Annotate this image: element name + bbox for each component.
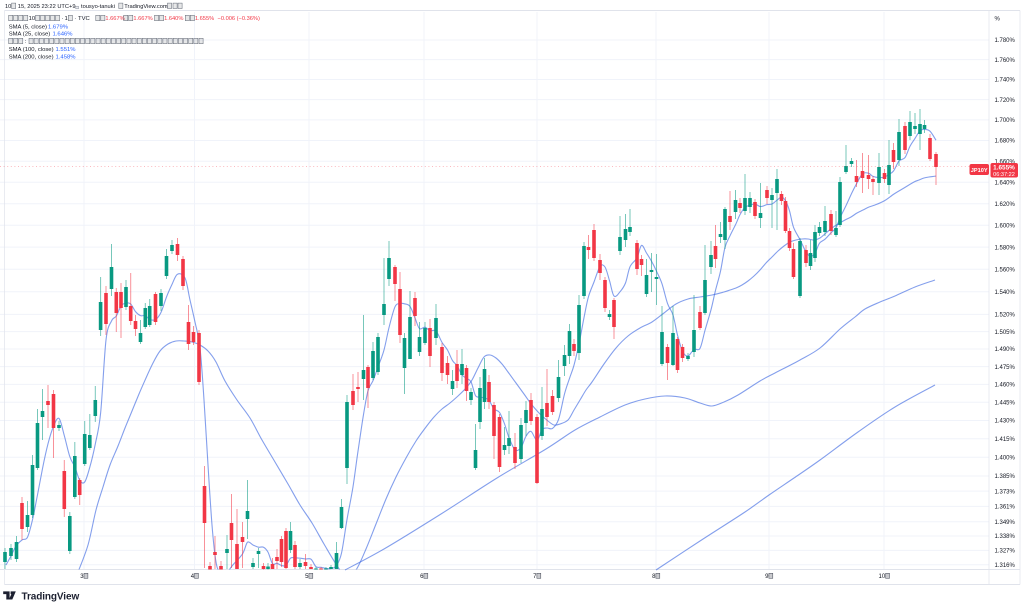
svg-text:1.460%: 1.460% [995,383,1016,389]
svg-text:1.415%: 1.415% [995,437,1016,443]
svg-text:·: · [74,16,76,22]
svg-text:1.780%: 1.780% [995,38,1016,44]
svg-text:SMA (5, close): SMA (5, close) [9,24,47,30]
svg-text:6: 6 [420,574,424,580]
svg-text:1: 1 [65,16,68,22]
svg-text:1.720%: 1.720% [995,98,1016,104]
svg-text:1.667%: 1.667% [105,16,124,22]
svg-text:1.580%: 1.580% [995,245,1016,251]
svg-text:1.327%: 1.327% [995,549,1016,555]
svg-text:4: 4 [191,574,195,580]
svg-text:5: 5 [305,574,309,580]
svg-text:1.349%: 1.349% [995,520,1016,526]
svg-text:TVC: TVC [78,16,91,22]
svg-text:JP10Y: JP10Y [971,168,988,174]
svg-text:1.505%: 1.505% [995,330,1016,336]
svg-text:1.445%: 1.445% [995,401,1016,407]
svg-text:1.667%: 1.667% [133,16,152,22]
svg-text:%: % [995,17,1001,23]
svg-text:1.646%: 1.646% [53,32,74,38]
svg-text:·: · [62,16,64,22]
svg-text:1.316%: 1.316% [995,563,1016,569]
svg-text:9: 9 [765,574,769,580]
svg-text:1.620%: 1.620% [995,202,1016,208]
svg-text:1.560%: 1.560% [995,267,1016,273]
svg-text:15, 2025 23:22 UTC+9: 15, 2025 23:22 UTC+9 [18,4,76,10]
svg-text:TradingView.com: TradingView.com [124,4,168,10]
svg-text:SMA (25, close): SMA (25, close) [9,32,51,38]
svg-text:1.640%: 1.640% [164,16,183,22]
svg-text:1.385%: 1.385% [995,474,1016,480]
svg-text:TradingView: TradingView [22,592,80,603]
svg-text:10: 10 [5,4,11,10]
svg-text:1.520%: 1.520% [995,313,1016,319]
svg-text:1.430%: 1.430% [995,419,1016,425]
svg-text:tousyo-tanuki: tousyo-tanuki [81,4,115,10]
svg-text:1.338%: 1.338% [995,534,1016,540]
svg-text:SMA (200, close): SMA (200, close) [9,54,54,60]
svg-text:−0.006 (−0.36%): −0.006 (−0.36%) [218,16,260,22]
svg-text:1.361%: 1.361% [995,505,1016,511]
svg-text:3: 3 [80,574,84,580]
svg-text:06:37:22: 06:37:22 [993,172,1015,178]
svg-text:1.680%: 1.680% [995,139,1016,145]
svg-text:1.660%: 1.660% [995,160,1016,166]
svg-text::: : [25,39,27,45]
svg-text:1.373%: 1.373% [995,489,1016,495]
svg-text:1.490%: 1.490% [995,347,1016,353]
svg-text:1.640%: 1.640% [995,181,1016,187]
svg-text:1.600%: 1.600% [995,223,1016,229]
svg-text:10: 10 [879,574,886,580]
svg-text:1.458%: 1.458% [56,54,77,60]
svg-text:1.760%: 1.760% [995,58,1016,64]
svg-text:7: 7 [533,574,537,580]
svg-text:1.400%: 1.400% [995,456,1016,462]
svg-text:1.655%: 1.655% [993,164,1015,171]
svg-text:1.700%: 1.700% [995,118,1016,124]
svg-text:10: 10 [29,16,36,22]
svg-text:1.679%: 1.679% [48,24,69,30]
svg-text:1.740%: 1.740% [995,78,1016,84]
svg-text:1.551%: 1.551% [56,47,77,53]
svg-text:1.475%: 1.475% [995,365,1016,371]
svg-text:1.540%: 1.540% [995,290,1016,296]
svg-text:SMA (100, close): SMA (100, close) [9,47,54,53]
svg-text:1.655%: 1.655% [195,16,214,22]
svg-text:8: 8 [652,574,656,580]
